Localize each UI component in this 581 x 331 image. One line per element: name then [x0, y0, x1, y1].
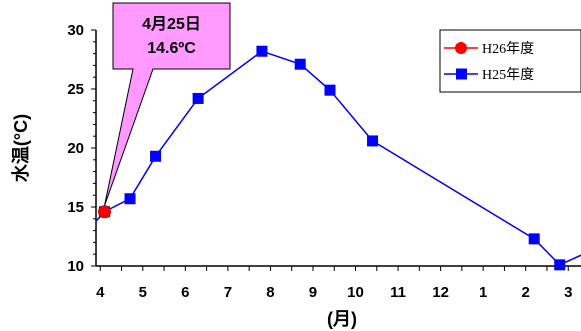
x-tick-label: 11 [390, 284, 406, 301]
data-point [98, 205, 112, 219]
x-tick-label: 5 [139, 284, 147, 301]
y-tick-label: 30 [67, 22, 84, 39]
x-tick-label: 3 [564, 284, 572, 301]
data-point [256, 45, 268, 57]
x-tick-label: 10 [347, 284, 364, 301]
series-H26年度 [98, 205, 112, 219]
legend-marker [456, 68, 467, 80]
x-tick-label: 12 [432, 284, 449, 301]
y-tick-label: 25 [67, 81, 84, 98]
callout-line: 14.6ºC [147, 40, 196, 57]
data-point [124, 193, 136, 205]
legend-entry: H26年度 [444, 41, 534, 57]
y-tick-label: 10 [67, 258, 84, 275]
x-axis-label: (月) [327, 309, 357, 329]
legend-entry: H25年度 [444, 67, 534, 83]
x-tick-label: 8 [266, 284, 274, 301]
x-tick-label: 7 [224, 284, 232, 301]
legend-marker [455, 42, 467, 54]
callout-box [104, 2, 231, 206]
x-tick-label: 6 [181, 284, 189, 301]
legend-label: H26年度 [482, 41, 534, 57]
data-point [367, 135, 379, 147]
x-tick-label: 9 [309, 284, 317, 301]
data-point [294, 58, 306, 70]
series-H25年度 [82, 45, 581, 271]
legend: H26年度 H25年度 [439, 29, 581, 93]
x-tick-label: 1 [479, 284, 487, 301]
legend-label: H25年度 [482, 67, 534, 83]
data-point [150, 150, 162, 162]
data-point [192, 92, 204, 104]
x-tick-label: 4 [96, 284, 105, 301]
y-axis-label: 水温(°C) [10, 114, 31, 182]
annotation-callout: 4月25日 14.6ºC [104, 2, 231, 206]
data-point [324, 84, 336, 96]
callout-line: 4月25日 [142, 15, 201, 33]
y-tick-label: 20 [67, 140, 84, 157]
legend-box [439, 29, 581, 93]
data-point [528, 233, 540, 245]
y-tick-label: 15 [67, 199, 84, 216]
x-tick-label: 2 [522, 284, 530, 301]
series-layer [82, 45, 581, 271]
data-point [82, 225, 93, 236]
data-point [554, 259, 566, 271]
